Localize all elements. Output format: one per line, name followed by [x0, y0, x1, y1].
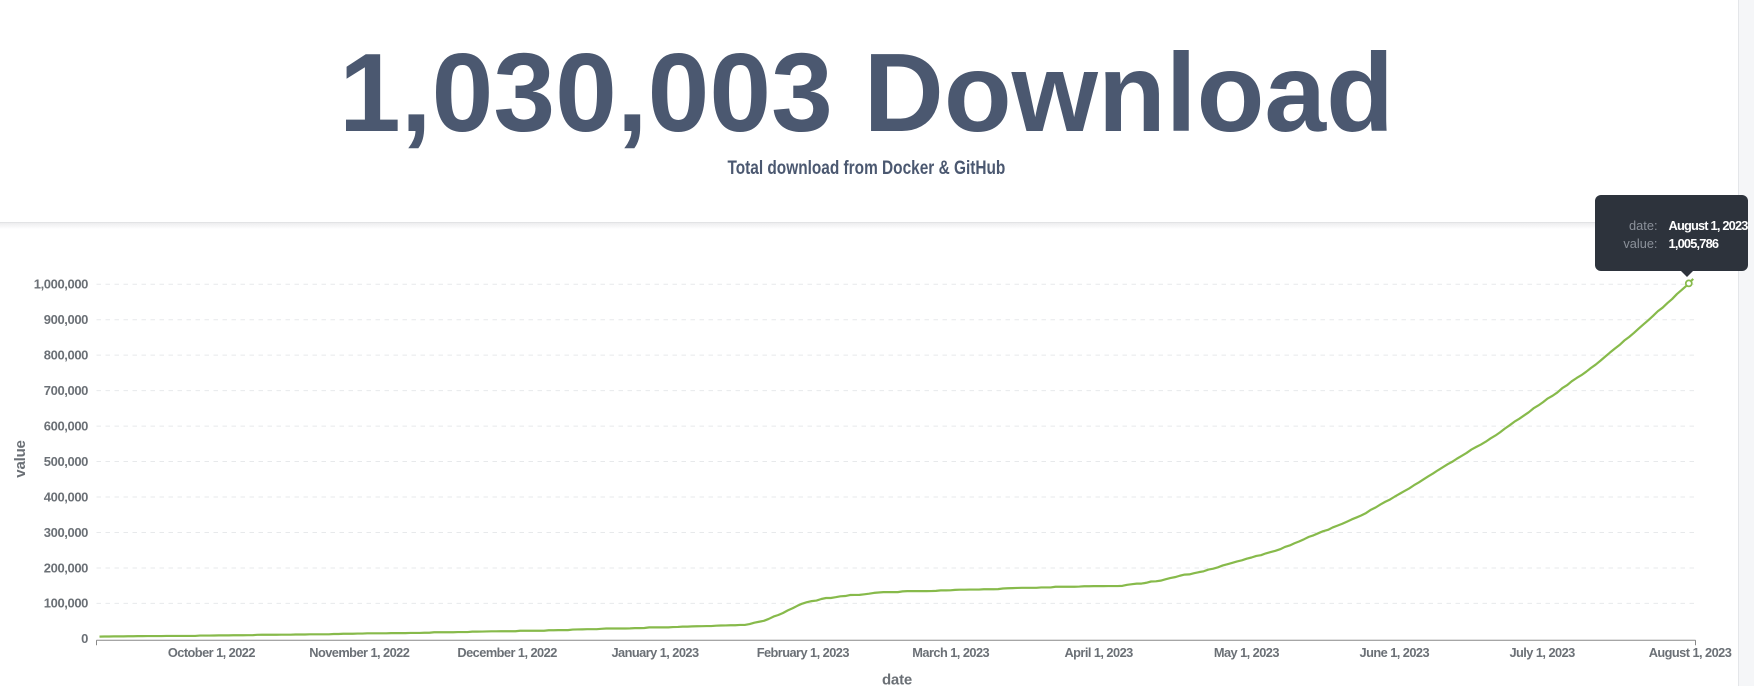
svg-text:900,000: 900,000: [44, 312, 88, 327]
svg-text:March 1, 2023: March 1, 2023: [912, 645, 989, 660]
svg-text:June 1, 2023: June 1, 2023: [1360, 645, 1430, 660]
svg-text:800,000: 800,000: [44, 347, 88, 362]
svg-text:700,000: 700,000: [44, 383, 88, 398]
svg-text:October 1, 2022: October 1, 2022: [168, 645, 255, 660]
svg-text:July 1, 2023: July 1, 2023: [1509, 645, 1575, 660]
svg-text:400,000: 400,000: [44, 489, 88, 504]
svg-text:1,000,000: 1,000,000: [34, 277, 88, 292]
svg-text:February 1, 2023: February 1, 2023: [757, 645, 850, 660]
svg-text:November 1, 2022: November 1, 2022: [309, 645, 409, 660]
svg-text:December 1, 2022: December 1, 2022: [457, 645, 557, 660]
svg-text:500,000: 500,000: [44, 454, 88, 469]
svg-text:April 1, 2023: April 1, 2023: [1064, 645, 1133, 660]
svg-text:August 1, 2023: August 1, 2023: [1649, 645, 1732, 660]
svg-text:200,000: 200,000: [44, 560, 88, 575]
svg-text:300,000: 300,000: [44, 525, 88, 540]
svg-text:May 1, 2023: May 1, 2023: [1214, 645, 1280, 660]
svg-text:100,000: 100,000: [44, 596, 88, 611]
svg-text:value: value: [12, 440, 29, 477]
svg-text:600,000: 600,000: [44, 418, 88, 433]
svg-text:0: 0: [81, 631, 88, 646]
svg-text:date: date: [882, 672, 912, 686]
svg-text:January 1, 2023: January 1, 2023: [611, 645, 699, 660]
